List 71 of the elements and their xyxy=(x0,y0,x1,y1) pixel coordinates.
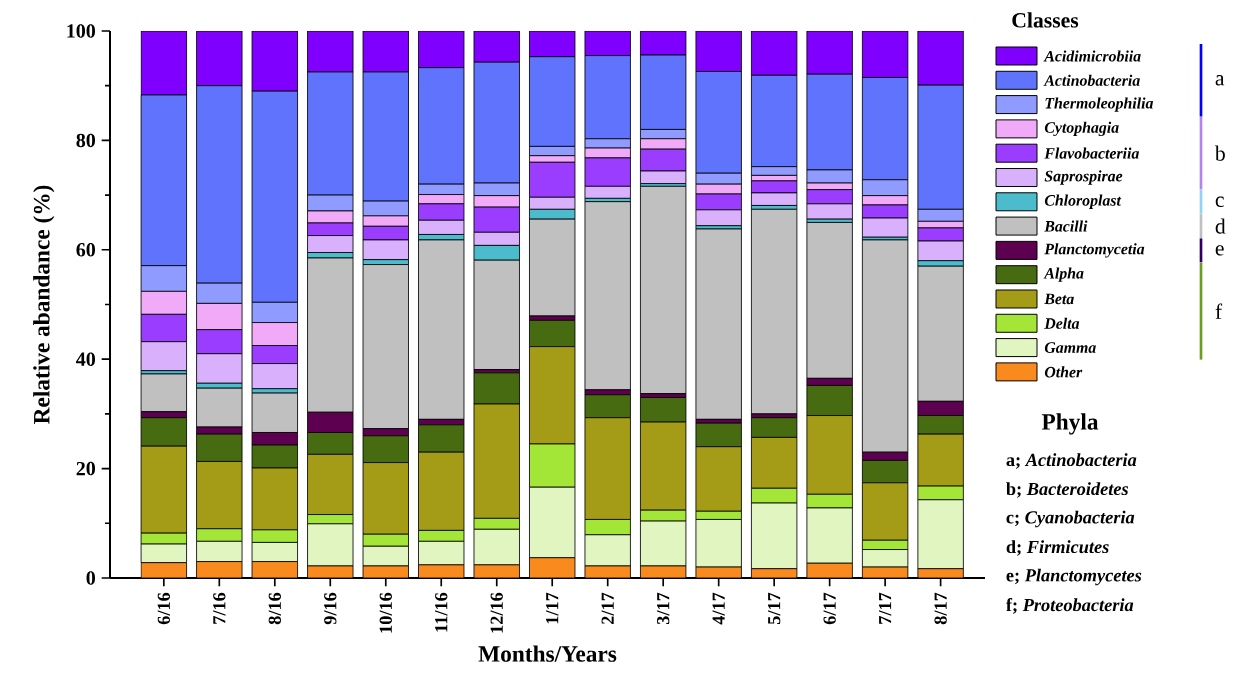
x-tick-label: 1/17 xyxy=(546,592,559,624)
bar xyxy=(640,185,687,395)
x-tick-label: 6/17 xyxy=(823,592,836,625)
bar xyxy=(695,228,742,420)
bar xyxy=(140,30,187,96)
text: b xyxy=(1214,145,1225,161)
x-tick-label: 7/16 xyxy=(213,592,226,624)
legend-label: Acidimicrobiia xyxy=(1043,50,1141,62)
x-tick-label: 10/16 xyxy=(379,592,392,633)
text: b; Bacteroidetes xyxy=(1006,482,1129,498)
x-tick-label: 11/16 xyxy=(435,592,448,632)
text: e xyxy=(1215,245,1224,256)
text: Phyla xyxy=(1041,413,1099,435)
x-tick-label: 2/17 xyxy=(601,592,614,625)
y-axis-title: Relative abandance (%) xyxy=(33,185,55,424)
bar xyxy=(861,30,909,78)
text: f; Proteobacteria xyxy=(1006,598,1134,614)
bar xyxy=(529,30,576,58)
legend-label: Planctomycetia xyxy=(1044,243,1145,258)
x-tick-label: 12/16 xyxy=(490,592,503,633)
bar xyxy=(750,208,798,415)
y-tick-label: 60 xyxy=(76,243,96,257)
bar xyxy=(418,30,465,69)
legend-title: Classes xyxy=(1012,12,1079,28)
legend-label: Actinobacteria xyxy=(1043,74,1140,86)
x-tick-label: 4/17 xyxy=(712,592,725,625)
x-tick-label: 5/17 xyxy=(768,592,781,625)
bar xyxy=(584,30,631,57)
bar xyxy=(140,373,187,413)
text: a; Actinobacteria xyxy=(1006,453,1137,469)
bar xyxy=(307,30,354,73)
legend-label: Alpha xyxy=(1043,267,1084,282)
bar xyxy=(529,557,576,578)
legend-label: Cytophagia xyxy=(1044,121,1119,137)
bar xyxy=(251,30,298,92)
bar xyxy=(750,30,798,76)
y-tick-label: 80 xyxy=(76,133,96,148)
legend-label: Chloroplast xyxy=(1044,194,1122,209)
bar xyxy=(362,30,409,73)
legend-label: Thermoleophilia xyxy=(1045,97,1154,112)
text: e; Planctomycetes xyxy=(1006,568,1142,586)
legend-label: Bacilli xyxy=(1044,220,1088,232)
x-tick-label: 8/17 xyxy=(934,592,947,625)
x-tick-label: 7/17 xyxy=(878,592,892,624)
text: a xyxy=(1215,75,1225,86)
text: d xyxy=(1215,218,1226,234)
bar xyxy=(196,30,243,87)
y-tick-label: 100 xyxy=(67,24,96,38)
text: c; Cyanobacteria xyxy=(1006,510,1135,528)
text: f xyxy=(1215,303,1223,319)
y-tick-label: 0 xyxy=(86,571,96,585)
x-tick-label: 9/16 xyxy=(324,592,337,625)
legend-label: Beta xyxy=(1044,293,1074,305)
legend-label: Flavobacteriia xyxy=(1044,147,1139,159)
x-tick-label: 8/16 xyxy=(268,592,281,625)
x-tick-label: 3/17 xyxy=(657,592,670,625)
y-tick-label: 40 xyxy=(76,352,96,366)
bar xyxy=(917,30,964,86)
legend-label: Saprospirae xyxy=(1044,170,1123,185)
legend-label: Other xyxy=(1044,366,1083,378)
y-tick-label: 20 xyxy=(76,461,96,476)
bar xyxy=(806,30,853,75)
legend-label: Delta xyxy=(1044,317,1080,329)
x-tick-label: 6/16 xyxy=(157,592,170,625)
bar xyxy=(473,30,520,63)
legend-label: Gamma xyxy=(1044,342,1096,353)
x-axis-title: Months/Years xyxy=(478,645,617,662)
bar xyxy=(695,30,742,72)
text: c xyxy=(1215,196,1224,207)
text: d; Firmicutes xyxy=(1006,540,1109,556)
bar xyxy=(584,201,631,391)
